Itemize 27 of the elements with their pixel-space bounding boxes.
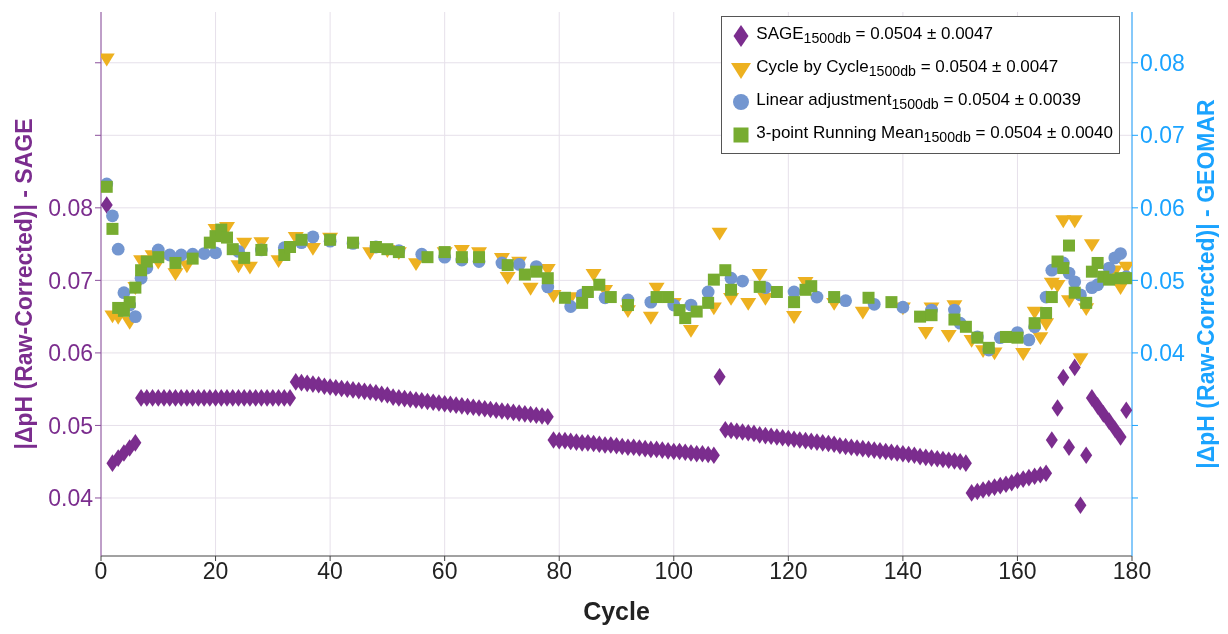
x-tick-label: 100 xyxy=(654,558,693,585)
y2-tick-label: 0.08 xyxy=(1140,49,1185,76)
legend-label: 3-point Running Mean$_{1500db}$ = 0.0504 ± 0.0040 xyxy=(756,123,1113,146)
x-tick-label: 80 xyxy=(546,558,573,585)
x-tick-label: 40 xyxy=(317,558,343,585)
legend-label: SAGE$_{1500db}$ = 0.0504 ± 0.0047 xyxy=(756,24,993,47)
y2-tick-label: 0.06 xyxy=(1140,195,1185,221)
y-tick-label: 0.04 xyxy=(48,485,94,512)
x-tick-label: 20 xyxy=(202,558,229,585)
y-tick-label: 0.07 xyxy=(48,267,93,294)
x-axis-title: Cycle xyxy=(583,597,650,625)
legend-label: Cycle by Cycle$_{1500db}$ = 0.0504 ± 0.0047 xyxy=(756,57,1059,80)
y-tick-label: 0.05 xyxy=(48,412,93,439)
y2-tick-label: 0.07 xyxy=(1140,122,1185,149)
y-tick-label: 0.08 xyxy=(48,195,93,221)
x-tick-label: 140 xyxy=(883,558,923,585)
x-tick-label: 160 xyxy=(998,558,1037,585)
y2-tick-label: 0.04 xyxy=(1140,340,1185,367)
y2-axis-title: |ΔpH (Raw-Corrected)| - GEOMAR xyxy=(1193,98,1220,469)
legend-label: Linear adjustment$_{1500db}$ = 0.0504 ± 0.0039 xyxy=(756,90,1081,113)
x-tick-label: 0 xyxy=(94,558,108,585)
y-axis-title: |ΔpH (Raw-Corrected)| - SAGE xyxy=(11,118,38,450)
x-tick-label: 120 xyxy=(769,558,808,585)
y-tick-label: 0.06 xyxy=(48,340,93,367)
x-tick-label: 180 xyxy=(1112,558,1152,585)
x-tick-label: 60 xyxy=(431,558,458,585)
y2-tick-label: 0.05 xyxy=(1140,267,1185,294)
